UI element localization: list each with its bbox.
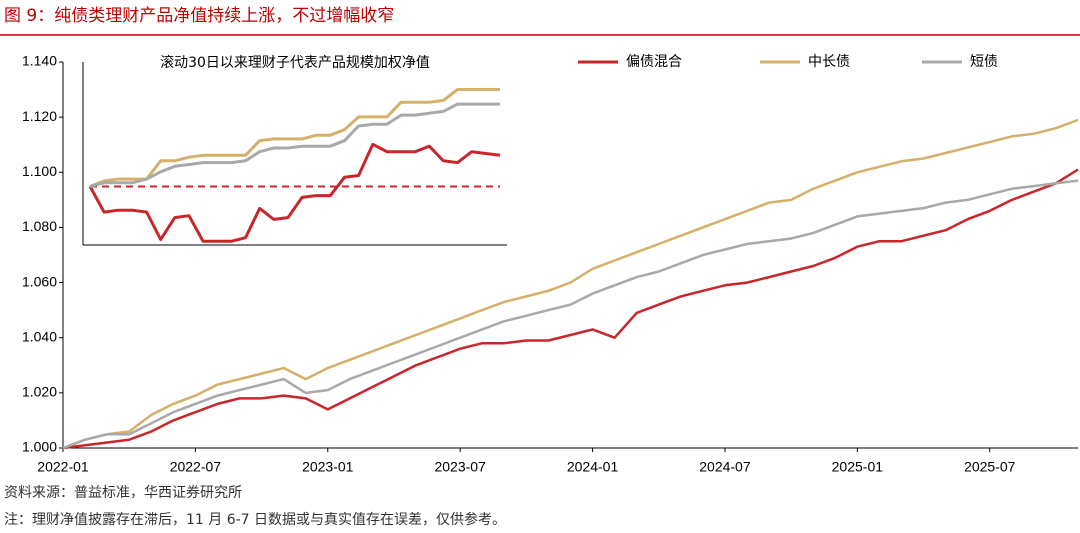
x-tick-label: 2025-01 — [832, 459, 884, 475]
series-line — [62, 168, 1079, 450]
x-tick-label: 2025-07 — [964, 459, 1016, 475]
y-tick-label: 1.040 — [22, 328, 57, 344]
series-line — [62, 179, 1079, 450]
y-tick-label: 1.060 — [22, 273, 57, 289]
x-tick-label: 2024-07 — [699, 459, 751, 475]
inset-background — [83, 45, 507, 245]
series-line — [88, 142, 501, 243]
inset-title: 滚动30日以来理财子代表产品规模加权净值 — [160, 54, 430, 71]
y-tick-label: 1.000 — [22, 439, 57, 455]
x-tick-label: 2022-07 — [170, 459, 222, 475]
legend-label: 中长债 — [808, 54, 850, 70]
source: 资料来源：普益标准，华西证券研究所 — [4, 485, 242, 501]
x-tick-label: 2023-01 — [302, 459, 354, 475]
y-tick-label: 1.020 — [22, 384, 57, 400]
legend-label: 偏债混合 — [626, 54, 682, 70]
legend-label: 短债 — [970, 54, 998, 70]
y-tick-label: 1.080 — [22, 218, 57, 234]
figure-title: 图 9：纯债类理财产品净值持续上涨，不过增幅收窄 — [4, 6, 394, 26]
x-tick-label: 2023-07 — [434, 459, 486, 475]
series-line — [89, 88, 500, 188]
x-tick-label: 2022-01 — [37, 459, 89, 475]
y-tick-label: 1.120 — [22, 108, 57, 124]
series-line — [62, 118, 1079, 450]
x-tick-label: 2024-01 — [567, 459, 619, 475]
y-tick-label: 1.140 — [22, 53, 57, 69]
series-line — [89, 102, 500, 188]
y-tick-label: 1.100 — [22, 163, 57, 179]
note: 注：理财净值披露存在滞后，11 月 6-7 日数据或与真实值存在误差，仅供参考。 — [4, 511, 506, 528]
